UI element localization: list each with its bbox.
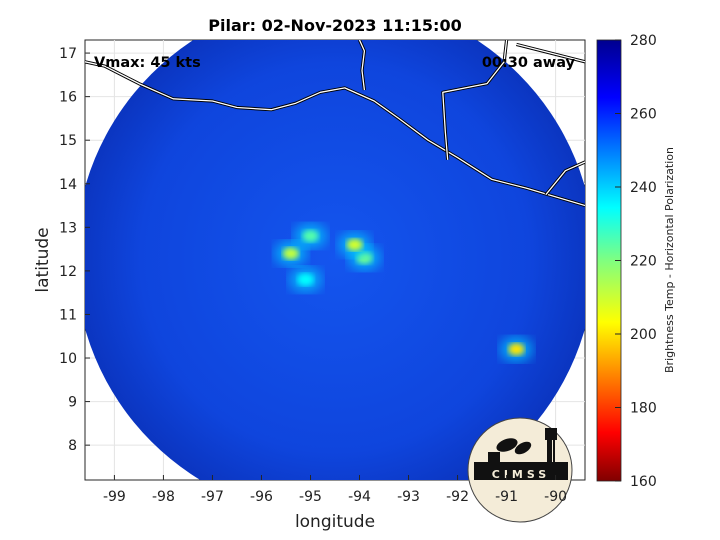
time-away-label: 00:30 away (482, 55, 576, 71)
colorbar-tick-label: 240 (630, 180, 657, 196)
x-tick-label: -96 (250, 489, 273, 505)
x-tick-label: -94 (348, 489, 371, 505)
convective-features (274, 224, 533, 362)
y-tick-label: 8 (68, 438, 77, 454)
colorbar-tick-label: 180 (630, 401, 657, 417)
colorbar-tick-label: 160 (630, 474, 657, 490)
feature-core (297, 273, 314, 286)
feature-core (302, 230, 319, 243)
colorbar-ticks: 160 180 200 220 240 260 280 (615, 33, 657, 490)
feature-core (346, 238, 363, 251)
coastline-borders (85, 40, 585, 208)
x-tick-label: -90 (544, 489, 567, 505)
border-line (516, 43, 585, 63)
y-tick-label: 9 (68, 395, 77, 411)
colorbar-tick-label: 200 (630, 327, 657, 343)
border-line (442, 40, 508, 160)
x-tick-label: -95 (299, 489, 322, 505)
x-tick-label: -92 (446, 489, 469, 505)
logo-text: CIMSS (492, 468, 550, 481)
x-axis-ticks: -99 -98 -97 -96 -95 -94 -93 -92 -91 -90 (103, 475, 567, 505)
coastline (85, 61, 585, 207)
feature-core (508, 343, 525, 356)
y-tick-label: 13 (59, 220, 77, 236)
colorbar-tick-label: 220 (630, 254, 657, 270)
y-tick-label: 15 (59, 133, 77, 149)
y-axis-label: latitude (33, 227, 53, 292)
colorbar-tick-label: 260 (630, 107, 657, 123)
x-tick-label: -93 (397, 489, 420, 505)
vmax-label: Vmax: 45 kts (94, 55, 201, 71)
feature-core (282, 247, 299, 260)
y-tick-label: 17 (59, 46, 77, 62)
chart-title: Pilar: 02-Nov-2023 11:15:00 (208, 16, 461, 35)
colorbar-label: Brightness Temp - Horizontal Polarizatio… (663, 147, 676, 373)
cimss-logo: CIMSS (467, 417, 573, 523)
x-tick-label: -91 (495, 489, 518, 505)
y-tick-label: 11 (59, 307, 77, 323)
x-axis-label: longitude (295, 512, 375, 532)
colorbar-tick-label: 280 (630, 33, 657, 49)
y-tick-label: 16 (59, 90, 77, 106)
border-line (545, 161, 585, 196)
microwave-swath (85, 40, 585, 480)
x-tick-label: -99 (103, 489, 126, 505)
y-tick-label: 10 (59, 351, 77, 367)
y-tick-label: 12 (59, 264, 77, 280)
x-tick-label: -98 (152, 489, 175, 505)
y-axis-ticks: 8 9 10 11 12 13 14 15 16 17 (59, 46, 90, 454)
y-tick-label: 14 (59, 177, 77, 193)
border-line (358, 40, 366, 91)
x-tick-label: -97 (201, 489, 224, 505)
